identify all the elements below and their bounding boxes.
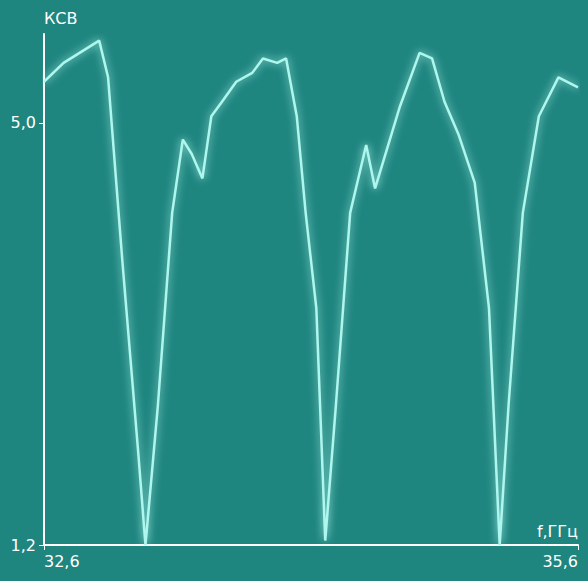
svg-text:35,6: 35,6 bbox=[542, 552, 578, 571]
svg-text:КСВ: КСВ bbox=[44, 9, 78, 28]
svg-text:5,0: 5,0 bbox=[11, 113, 36, 132]
svg-text:1,2: 1,2 bbox=[11, 536, 36, 555]
svg-text:f,ГГц: f,ГГц bbox=[537, 522, 578, 541]
svg-text:32,6: 32,6 bbox=[44, 552, 80, 571]
